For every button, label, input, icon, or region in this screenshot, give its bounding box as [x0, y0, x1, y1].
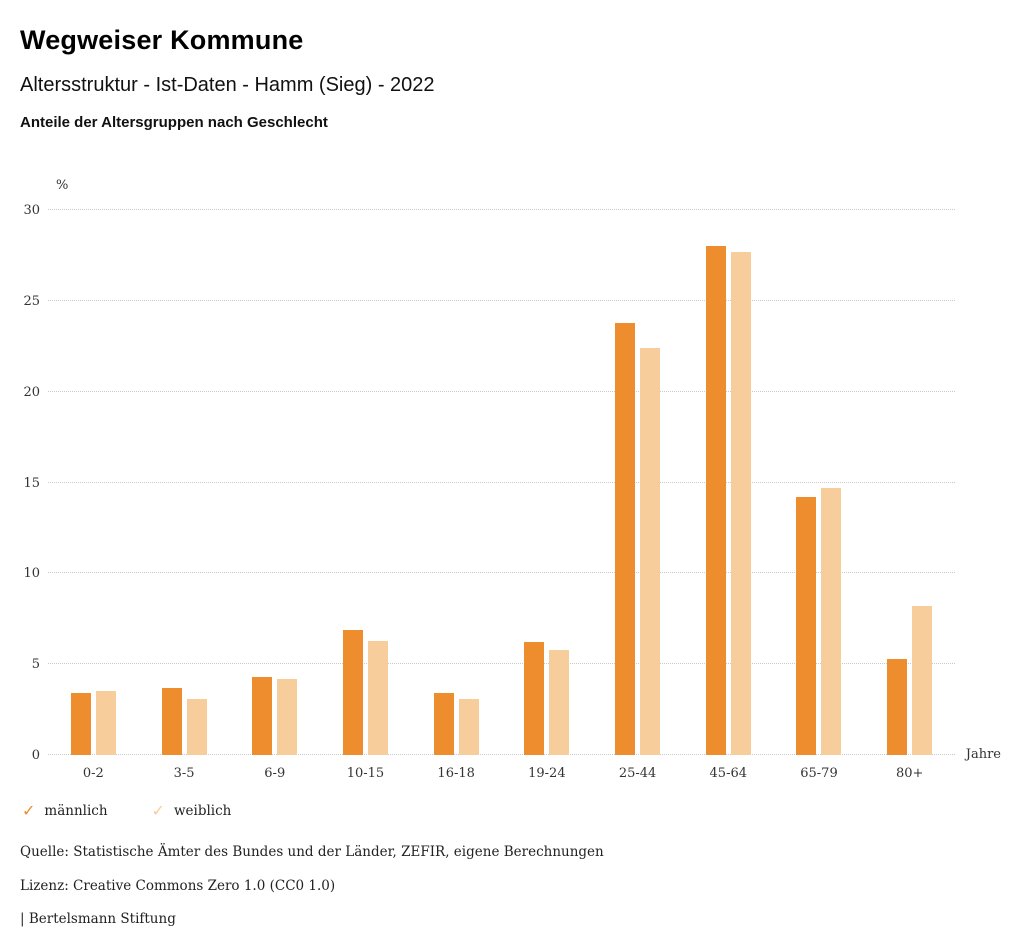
- chart-caption: Anteile der Altersgruppen nach Geschlech…: [20, 114, 328, 131]
- x-tick-label-65-79: 65-79: [800, 766, 838, 781]
- x-tick-label-16-18: 16-18: [437, 766, 475, 781]
- chart: % Jahre 0 5 10 15 20 25 30 0-2 3-5 6-9 10-15 16-18 1…: [20, 178, 1004, 781]
- x-tick-label-6-9: 6-9: [264, 766, 286, 781]
- bar-weiblich-10-15: [367, 640, 388, 755]
- bar-männlich-0-2: [70, 693, 91, 755]
- x-tick-label-19-24: 19-24: [528, 766, 566, 781]
- license-note: Lizenz: Creative Commons Zero 1.0 (CC0 1…: [20, 877, 336, 894]
- bar-männlich-10-15: [342, 629, 363, 755]
- bar-weiblich-80+: [912, 606, 933, 755]
- gridline-5: [48, 663, 955, 665]
- legend-label-weiblich: weiblich: [173, 803, 232, 819]
- gridline-20: [48, 390, 955, 392]
- gridline-25: [48, 299, 955, 301]
- gridline-15: [48, 481, 955, 483]
- x-tick-label-0-2: 0-2: [82, 766, 104, 781]
- bar-männlich-19-24: [524, 642, 545, 755]
- bar-weiblich-19-24: [549, 649, 570, 755]
- bar-männlich-3-5: [161, 687, 182, 755]
- bar-männlich-16-18: [433, 693, 454, 755]
- legend-item-weiblich[interactable]: ✓ weiblich: [151, 801, 232, 820]
- y-tick-label-25: 25: [23, 293, 40, 309]
- x-tick-label-25-44: 25-44: [618, 766, 657, 781]
- bar-group-3-5: 3-5: [139, 210, 230, 781]
- bar-group-25-44: 25-44: [592, 210, 683, 781]
- legend-label-männlich: männlich: [44, 803, 108, 819]
- y-axis-unit-label: %: [56, 178, 69, 193]
- y-tick-label-20: 20: [23, 384, 40, 400]
- y-tick-label-15: 15: [23, 475, 40, 491]
- bar-weiblich-3-5: [186, 698, 207, 755]
- plot-area: % Jahre 0 5 10 15 20 25 30 0-2 3-5 6-9 10-15 16-18 1…: [23, 178, 1001, 781]
- x-tick-label-10-15: 10-15: [346, 766, 385, 781]
- y-tick-label-0: 0: [31, 748, 40, 763]
- bar-männlich-80+: [887, 658, 908, 755]
- y-tick-label-5: 5: [31, 657, 40, 673]
- attribution-note: | Bertelsmann Stiftung: [20, 911, 176, 927]
- x-tick-label-45-64: 45-64: [709, 766, 748, 781]
- bar-group-45-64: 45-64: [683, 210, 774, 781]
- bar-weiblich-25-44: [640, 348, 661, 755]
- bar-group-65-79: 65-79: [774, 210, 865, 781]
- source-note: Quelle: Statistische Ämter des Bundes un…: [20, 844, 604, 860]
- x-tick-label-3-5: 3-5: [173, 766, 195, 781]
- y-tick-label-30: 30: [23, 203, 40, 218]
- bar-männlich-65-79: [796, 497, 817, 755]
- footer: Quelle: Statistische Ämter des Bundes un…: [20, 844, 1004, 927]
- bar-weiblich-65-79: [821, 487, 842, 755]
- legend-item-männlich[interactable]: ✓ männlich: [22, 801, 108, 820]
- bar-weiblich-16-18: [458, 698, 479, 755]
- x-tick-label-80+: 80+: [895, 766, 924, 781]
- bar-group-16-18: 16-18: [411, 210, 502, 781]
- bar-männlich-6-9: [252, 676, 273, 755]
- bar-weiblich-45-64: [730, 251, 751, 755]
- bar-group-6-9: 6-9: [229, 210, 320, 781]
- checkmark-icon: ✓: [22, 801, 36, 820]
- bar-group-80+: 80+: [864, 210, 955, 781]
- bar-weiblich-0-2: [95, 691, 116, 755]
- gridline-30: [48, 209, 955, 210]
- bar-weiblich-6-9: [277, 678, 298, 755]
- legend: ✓ männlich ✓ weiblich: [20, 801, 1004, 820]
- gridline-10: [48, 572, 955, 574]
- bar-groups: 0-2 3-5 6-9 10-15 16-18 19-24 25-44 45-64 65-79 8…: [48, 210, 955, 781]
- bar-männlich-45-64: [705, 246, 726, 755]
- checkmark-icon: ✓: [151, 801, 165, 820]
- bar-group-0-2: 0-2: [48, 210, 139, 781]
- bar-männlich-25-44: [615, 322, 636, 755]
- y-tick-label-10: 10: [23, 566, 40, 582]
- bar-group-10-15: 10-15: [320, 210, 411, 781]
- page-title: Wegweiser Kommune: [20, 25, 304, 55]
- gridline-0: [48, 754, 955, 755]
- x-axis-unit-label: Jahre: [965, 747, 1001, 762]
- bar-group-19-24: 19-24: [502, 210, 593, 781]
- chart-subtitle: Altersstruktur - Ist-Daten - Hamm (Sieg)…: [20, 74, 435, 96]
